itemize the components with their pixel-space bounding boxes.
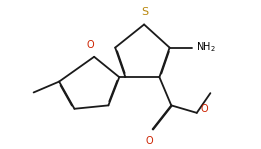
Text: NH$_2$: NH$_2$ [196,41,216,55]
Text: O: O [145,136,153,146]
Text: S: S [141,7,148,17]
Text: O: O [86,40,94,50]
Text: O: O [200,104,208,114]
